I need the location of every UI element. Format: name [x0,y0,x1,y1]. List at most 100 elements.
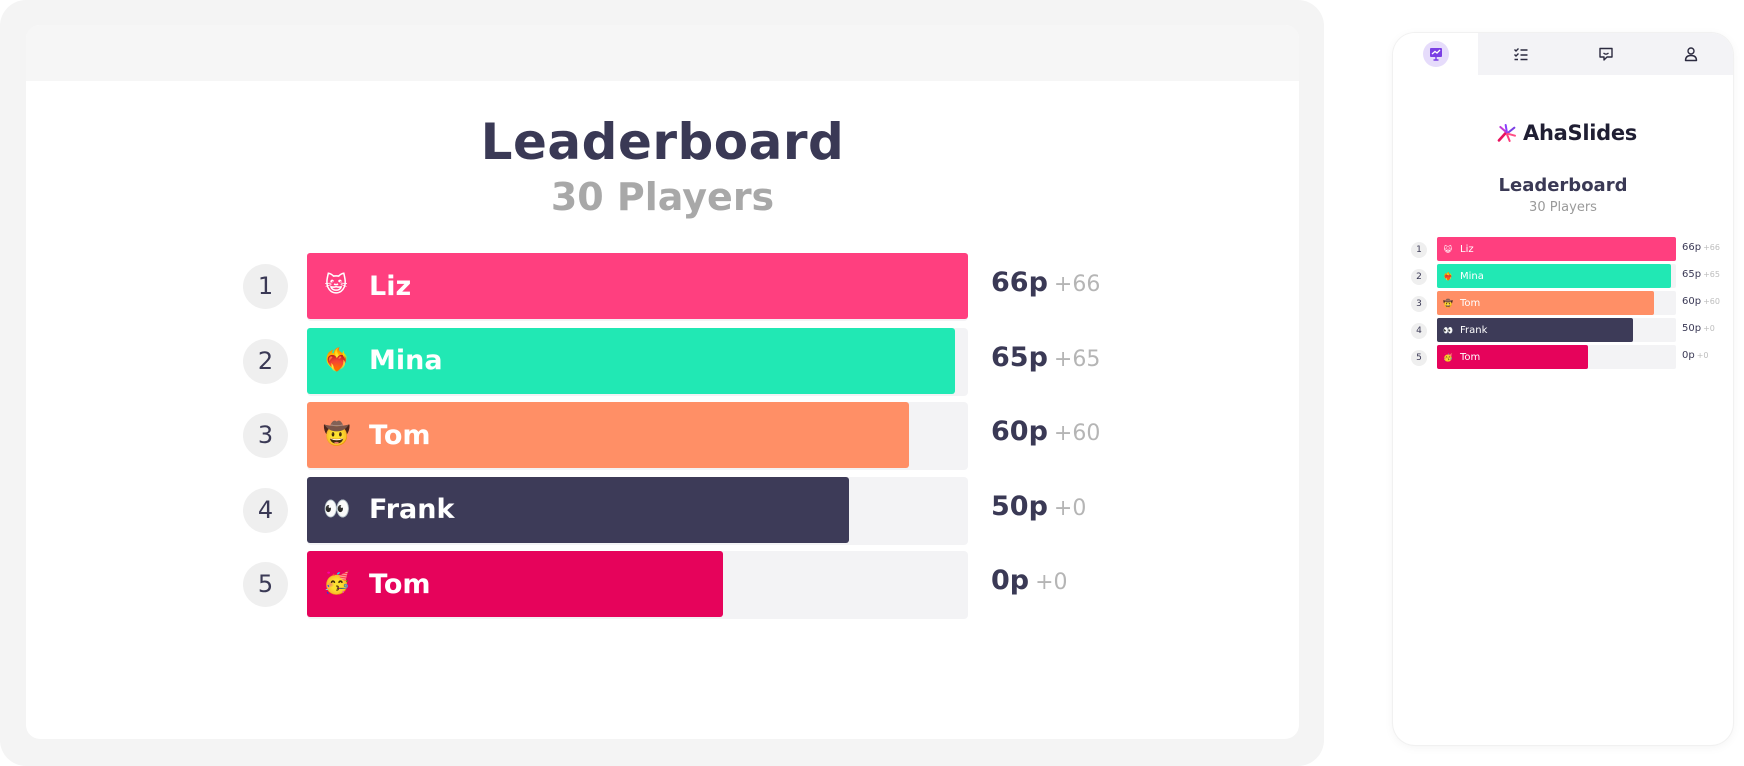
score-gain: +60 [1053,421,1101,446]
audience-leaderboard-row: 1 😺 Liz 66p +66 [1393,237,1733,263]
audience-score-bar-track: 😺 Liz [1437,237,1676,261]
audience-player-emoji-icon: 👀 [1443,325,1453,335]
ahaslides-logo: AhaSlides [1497,117,1637,149]
audience-rank-badge: 4 [1411,323,1427,339]
audience-score-bar: ❤️‍🔥 Mina [1437,264,1672,288]
player-name: Tom [369,419,431,451]
score-value: 60p [991,416,1048,447]
audience-tab-bar [1393,33,1733,75]
audience-player-emoji-icon: 🤠 [1443,298,1453,308]
player-emoji-icon: ❤️‍🔥 [323,347,351,373]
leaderboard-row: 2 ❤️‍🔥 Mina 65p +65 [26,327,1299,398]
audience-leaderboard-title: Leaderboard [1498,175,1628,196]
audience-player-name: Tom [1460,297,1481,309]
audience-score-gain: +65 [1703,270,1720,279]
score-bar: 🤠 Tom [307,402,909,468]
audience-players-count: 30 Players [1529,200,1597,215]
audience-score-bar: 😺 Liz [1437,237,1676,261]
player-emoji-icon: 🥳 [323,571,351,596]
ahaslides-logo-text: AhaSlides [1523,121,1637,145]
leaderboard-row: 5 🥳 Tom 0p +0 [26,551,1299,621]
audience-rank-badge: 2 [1411,269,1427,285]
player-score: 50p +0 [991,491,1086,522]
tab-presentation[interactable] [1393,33,1478,75]
player-name: Liz [369,270,412,302]
player-emoji-icon: 🤠 [323,422,351,447]
rank-badge: 1 [243,264,288,309]
leaderboard-row: 1 😺 Liz 66p +66 [26,253,1299,323]
score-bar-track: 👀 Frank [307,476,968,545]
score-gain: +0 [1035,570,1068,595]
score-bar: 👀 Frank [307,476,850,543]
leaderboard-row: 4 👀 Frank 50p +0 [26,476,1299,547]
score-bar-track: 🥳 Tom [307,551,968,619]
user-icon [1678,41,1704,67]
rank-badge: 4 [243,487,288,533]
leaderboard-title: Leaderboard [480,113,845,171]
tab-chat[interactable] [1563,33,1648,75]
player-score: 0p +0 [991,565,1068,596]
score-bar: 😺 Liz [307,253,968,319]
player-score: 65p +65 [991,342,1100,373]
audience-score-value: 0p [1682,350,1695,361]
player-name: Tom [369,568,431,600]
audience-leaderboard-row: 3 🤠 Tom 60p +60 [1393,291,1733,317]
audience-phone: AhaSlides Leaderboard 30 Players 1 😺 Liz 66… [1393,33,1733,745]
audience-score-value: 50p [1682,323,1702,334]
audience-leaderboard-row: 5 🥳 Tom 0p +0 [1393,345,1733,371]
audience-leaderboard-row: 4 👀 Frank 50p +0 [1393,318,1733,344]
audience-player-name: Frank [1460,324,1488,336]
tab-profile[interactable] [1648,33,1733,75]
audience-player-score: 66p +66 [1682,242,1720,253]
score-gain: +65 [1053,346,1101,372]
audience-player-name: Tom [1460,351,1481,363]
score-value: 50p [991,490,1048,522]
audience-score-gain: +60 [1703,297,1720,306]
score-value: 66p [991,267,1048,298]
audience-player-score: 65p +65 [1682,269,1720,280]
rank-badge: 2 [243,338,288,384]
audience-player-name: Mina [1460,270,1484,282]
player-emoji-icon: 😺 [324,273,348,298]
audience-score-value: 66p [1682,242,1702,253]
audience-rank-badge: 3 [1411,296,1427,312]
score-bar: 🥳 Tom [307,551,724,617]
audience-score-gain: +66 [1703,243,1720,252]
audience-player-score: 50p +0 [1682,323,1715,334]
chat-icon [1593,41,1619,67]
audience-player-emoji-icon: 😺 [1443,244,1453,254]
presenter-slide: Leaderboard 30 Players 1 😺 Liz 66p +66 2 ❤️‍🔥 M… [26,25,1299,739]
audience-player-emoji-icon: 🥳 [1443,352,1453,362]
audience-score-bar: 👀 Frank [1437,318,1633,342]
audience-player-emoji-icon: ❤️‍🔥 [1443,271,1453,281]
leaderboard-row: 3 🤠 Tom 60p +60 [26,402,1299,472]
audience-rank-badge: 5 [1411,350,1427,366]
audience-rank-badge: 1 [1411,242,1427,258]
score-bar-track: 🤠 Tom [307,402,968,470]
score-bar: ❤️‍🔥 Mina [307,327,955,394]
audience-score-bar: 🥳 Tom [1437,345,1588,369]
audience-player-score: 0p +0 [1682,350,1709,361]
audience-score-bar-track: 👀 Frank [1437,318,1676,342]
score-bar-track: ❤️‍🔥 Mina [307,327,968,396]
audience-score-bar: 🤠 Tom [1437,291,1655,315]
score-bar-track: 😺 Liz [307,253,968,321]
tab-questions[interactable] [1478,33,1563,75]
audience-score-value: 60p [1682,296,1702,307]
score-gain: +66 [1053,272,1101,297]
presenter-frame: Leaderboard 30 Players 1 😺 Liz 66p +66 2 ❤️‍🔥 M… [0,0,1324,766]
ahaslides-logo-mark [1497,123,1517,143]
audience-score-bar-track: 🥳 Tom [1437,345,1676,369]
player-name: Mina [369,345,443,376]
score-gain: +0 [1053,495,1087,521]
presenter-top-bar [26,25,1299,81]
score-value: 65p [991,341,1048,373]
player-score: 66p +66 [991,267,1100,298]
audience-score-value: 65p [1682,269,1702,280]
player-emoji-icon: 👀 [323,496,351,522]
audience-score-bar-track: ❤️‍🔥 Mina [1437,264,1676,288]
score-value: 0p [991,565,1030,596]
checklist-icon [1508,41,1534,67]
players-count: 30 Players [550,175,775,219]
audience-score-bar-track: 🤠 Tom [1437,291,1676,315]
